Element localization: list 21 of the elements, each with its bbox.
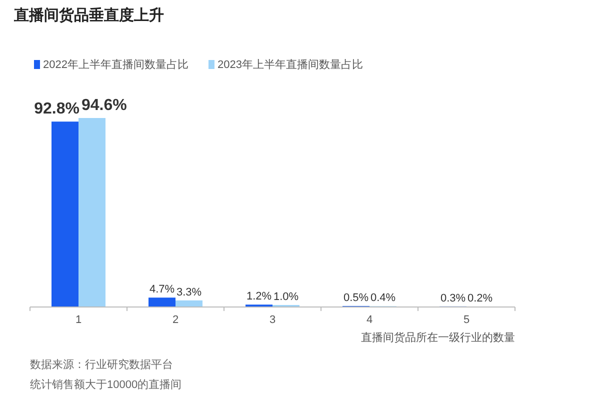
data-label: 1.0%	[273, 291, 299, 303]
data-label: 0.5%	[343, 292, 369, 304]
x-tick-label: 2	[172, 314, 179, 326]
x-tick-label: 4	[366, 314, 373, 326]
data-label: 0.2%	[467, 292, 493, 305]
data-label: 94.6%	[82, 97, 127, 114]
data-label: 0.3%	[440, 292, 466, 304]
data-label: 1.2%	[246, 290, 272, 303]
data-label: 0.4%	[370, 292, 396, 304]
legend-label: 2022年上半年直播间数量占比	[43, 58, 188, 71]
data-label: 92.8%	[34, 100, 80, 118]
chart-title: 直播间货品垂直度上升	[13, 6, 164, 24]
x-axis-title: 直播间货品所在一级行业的数量	[361, 331, 515, 344]
x-tick-label: 1	[75, 314, 82, 326]
data-label: 4.7%	[149, 284, 175, 296]
text: 统计销售额大于10000的直播间	[30, 378, 182, 391]
x-tick-label: 3	[269, 314, 276, 326]
legend-label: 2023年上半年直播间数量占比	[217, 58, 363, 71]
x-tick-label: 5	[463, 314, 470, 326]
source-note: 数据来源：行业研究数据平台	[30, 358, 173, 371]
data-label: 3.3%	[176, 286, 202, 298]
